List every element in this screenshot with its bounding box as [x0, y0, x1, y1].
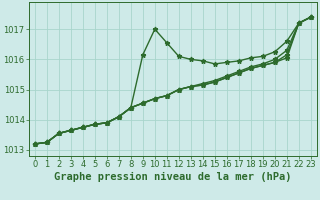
X-axis label: Graphe pression niveau de la mer (hPa): Graphe pression niveau de la mer (hPa) — [54, 172, 292, 182]
